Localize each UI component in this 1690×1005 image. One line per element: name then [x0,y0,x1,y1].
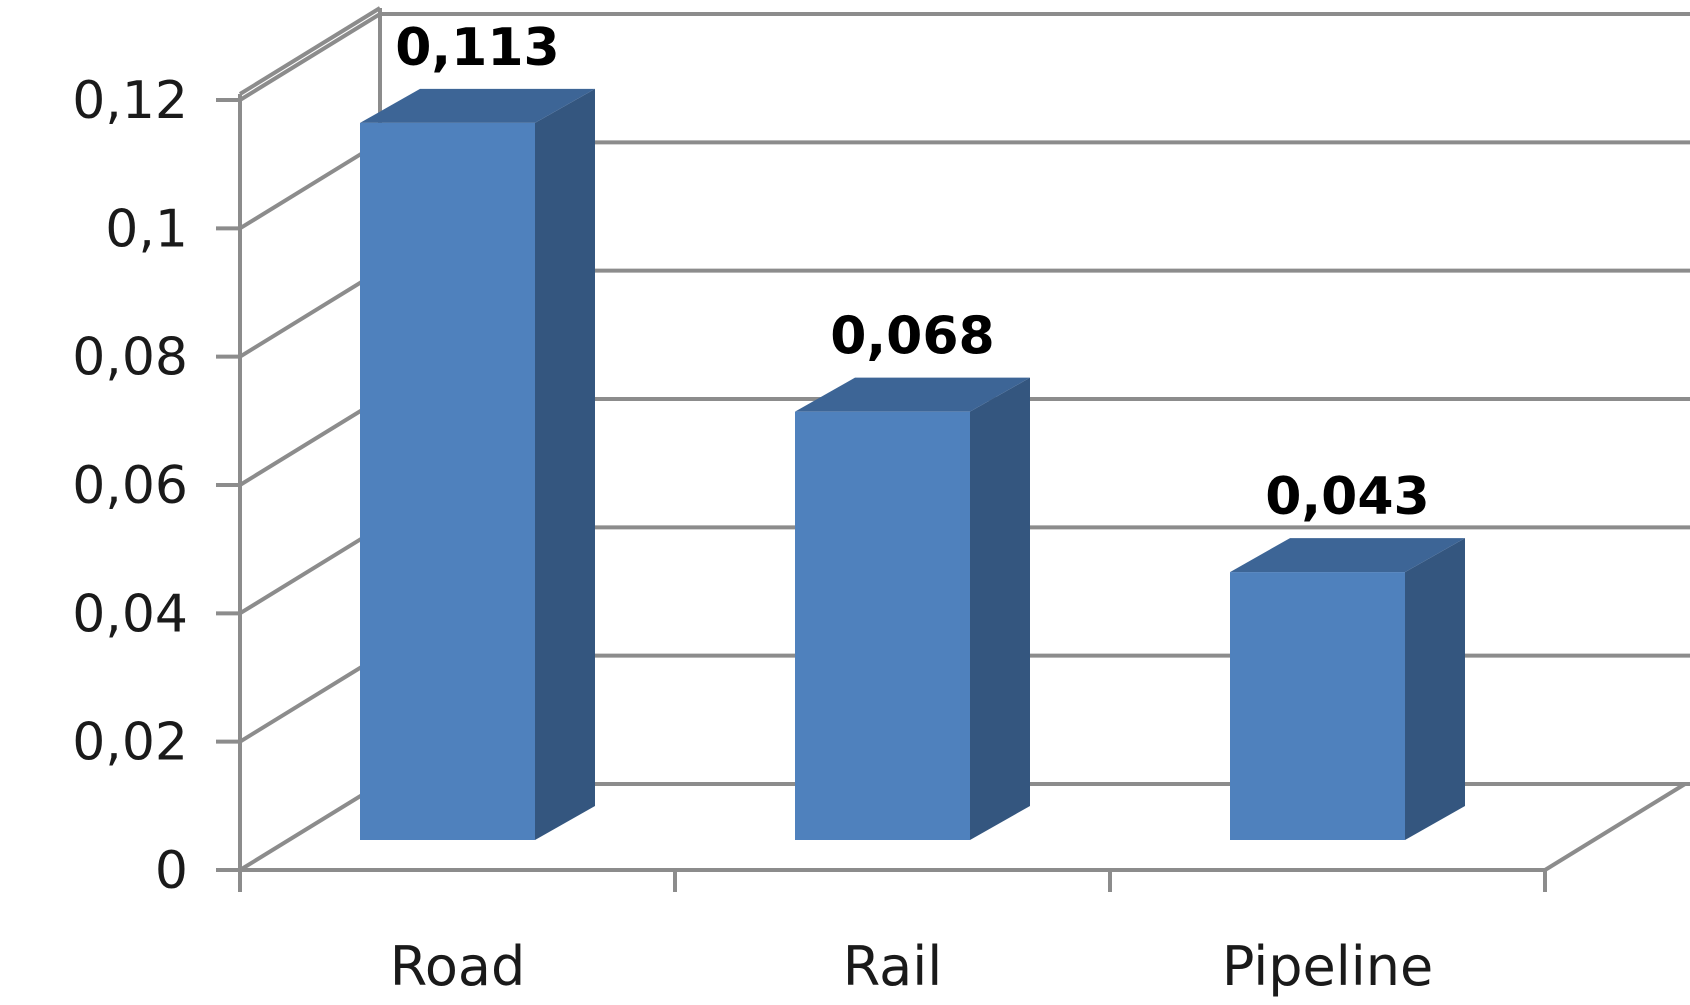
bar-front-face [1230,572,1405,840]
bars [360,88,1465,840]
y-tick-label: 0 [155,841,188,901]
y-tick-label: 0,08 [72,328,188,388]
y-axis-tick-labels: 0 0,02 0,04 0,06 0,08 0,1 0,12 [72,71,188,901]
bar-top-face [1230,538,1465,573]
bar-front-face [795,411,970,840]
y-tick-label: 0,1 [105,199,188,259]
bar-side-face [970,377,1030,840]
y-tick-label: 0,06 [72,456,188,516]
data-label: 0,043 [1265,467,1429,527]
bar-top-face [795,377,1030,412]
data-label: 0,113 [395,18,559,78]
side-wall-top-edge [238,6,382,96]
x-category-label: Pipeline [1222,935,1433,998]
x-axis-category-labels: Road Rail Pipeline [390,935,1433,998]
bar-side-face [535,88,595,840]
bar-road [360,88,595,840]
bar-top-face [360,88,595,123]
y-tick-label: 0,12 [72,71,188,131]
bar-side-face [1405,538,1465,840]
bar-front-face [360,122,535,840]
x-category-label: Road [390,935,526,998]
x-category-label: Rail [843,935,942,998]
bar-rail [795,377,1030,840]
floor-right-edge [1543,782,1687,872]
y-tick-label: 0,04 [72,584,188,644]
y-tick-label: 0,02 [72,713,188,773]
data-label: 0,068 [830,307,994,367]
data-labels: 0,113 0,068 0,043 [395,18,1429,527]
bar-pipeline [1230,538,1465,840]
